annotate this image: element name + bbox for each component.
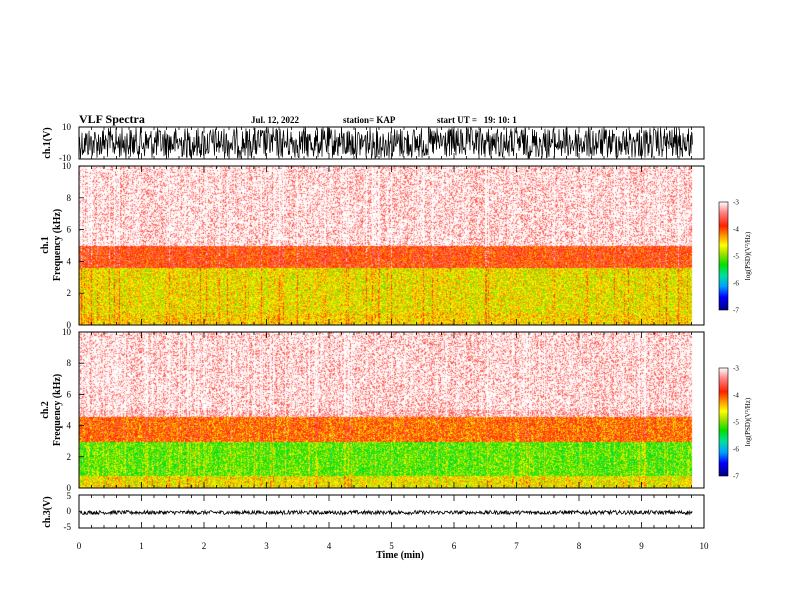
start-time-label: start UT = 19: 10: 1 <box>437 115 517 125</box>
ch2-spectrogram-image <box>79 332 704 488</box>
ch3-ytick-bottom: -5 <box>64 522 72 532</box>
date-label: Jul. 12, 2022 <box>251 115 300 125</box>
ch1-waveform-ylabel: ch.1(V) <box>42 127 53 158</box>
ch3-waveform-ylabel: ch.3(V) <box>42 496 53 527</box>
ch2-spectrogram-ytick-label: 4 <box>67 421 72 431</box>
ch1-spectrogram-ytick-label: 4 <box>67 256 72 266</box>
figure-title: VLF Spectra <box>79 112 145 126</box>
ch2-spectrogram-ytick-label: 8 <box>67 358 72 368</box>
ch1-spectrogram-ylabel-frequency: Frequency (kHz) <box>52 209 63 281</box>
ch1-spectrogram-image <box>79 166 704 325</box>
time-axis-tick-label: 7 <box>514 541 519 551</box>
ch2-spectrogram-yticks: 0 2 4 6 8 10 <box>62 327 84 493</box>
time-axis-tick-label: 3 <box>264 541 269 551</box>
ch2-spectrogram-ylabel-frequency: Frequency (kHz) <box>52 374 63 446</box>
ch2-colorbar-tick-label: -7 <box>733 473 739 481</box>
station-label: station= KAP <box>343 115 396 125</box>
time-tick-marks <box>78 127 705 528</box>
time-axis-tick-label: 0 <box>77 541 82 551</box>
ch1-waveform-trace <box>78 126 693 160</box>
ch1-colorbar: -3 -4 -5 -6 -7 log(PSD)(V²/Hz) <box>718 199 752 315</box>
ch1-spectrogram-image-holder <box>79 166 704 325</box>
ch3-waveform-trace <box>78 508 693 517</box>
ch1-spectrogram-ytick-label: 6 <box>67 225 72 235</box>
ch1-spectrogram-ytick-label: 0 <box>67 320 72 330</box>
ch1-colorbar-tick-label: -5 <box>733 253 739 261</box>
ch2-spectrogram-ytick-label: 10 <box>62 327 72 337</box>
time-axis-tick-label: 4 <box>327 541 332 551</box>
ch2-spectrogram-panel: 0 2 4 6 8 10 ch.2 Frequency (kHz) <box>40 327 705 493</box>
ch1-spectrogram-yticks: 0 2 4 6 8 10 <box>62 161 84 330</box>
ch3-ytick-mid: 0 <box>67 506 72 516</box>
ch2-spectrogram-ytick-label: 0 <box>67 483 72 493</box>
ch2-colorbar-tick-label: -6 <box>733 446 739 454</box>
ch1-ytick-bottom: -10 <box>59 153 71 163</box>
time-axis-tick-label: 2 <box>202 541 207 551</box>
ch1-colorbar-ticks: -3 -4 -5 -6 -7 <box>733 199 739 315</box>
time-axis-tick-label: 10 <box>700 541 710 551</box>
time-axis-label: Time (min) <box>376 550 424 561</box>
ch1-ytick-top: 10 <box>62 122 72 132</box>
ch2-colorbar-label: log(PSD)(V²/Hz) <box>744 397 752 446</box>
ch1-spectrogram-ytick-label: 10 <box>62 161 72 171</box>
ch2-colorbar-ticks: -3 -4 -5 -6 -7 <box>733 365 739 481</box>
ch1-colorbar-label: log(PSD)(V²/Hz) <box>744 231 752 280</box>
ch1-colorbar-tick-label: -6 <box>733 280 739 288</box>
ch1-spectrogram-ytick-label: 2 <box>67 288 72 298</box>
ch2-spectrogram-ytick-label: 6 <box>67 389 72 399</box>
ch2-colorbar-tick-label: -3 <box>733 365 739 373</box>
ch1-colorbar-gradient <box>718 201 729 311</box>
time-axis-tick-label: 8 <box>577 541 582 551</box>
time-axis-tick-label: 6 <box>452 541 457 551</box>
ch2-colorbar-tick-label: -5 <box>733 419 739 427</box>
ch2-colorbar-tick-label: -4 <box>733 392 739 400</box>
time-axis-tick-labels: 0 1 2 3 4 5 6 7 8 9 10 <box>77 541 709 551</box>
ch1-colorbar-tick-label: -3 <box>733 199 739 207</box>
ch1-spectrogram-ylabel-channel: ch.1 <box>40 236 51 254</box>
ch2-colorbar: -3 -4 -5 -6 -7 log(PSD)(V²/Hz) <box>718 365 752 481</box>
ch1-spectrogram-panel: 0 2 4 6 8 10 ch.1 Frequency (kHz) <box>40 161 705 330</box>
ch2-spectrogram-image-holder <box>79 332 704 488</box>
time-axis-tick-label: 5 <box>389 541 394 551</box>
ch2-colorbar-gradient <box>718 367 729 477</box>
ch1-colorbar-tick-label: -7 <box>733 307 739 315</box>
ch1-colorbar-tick-label: -4 <box>733 226 739 234</box>
ch2-spectrogram-ytick-label: 2 <box>67 452 72 462</box>
time-axis-tick-label: 9 <box>639 541 644 551</box>
ch1-spectrogram-ytick-label: 8 <box>67 193 72 203</box>
ch2-spectrogram-ylabel-channel: ch.2 <box>40 401 51 419</box>
ch3-ytick-top: 5 <box>67 491 72 501</box>
time-axis-tick-label: 1 <box>139 541 144 551</box>
